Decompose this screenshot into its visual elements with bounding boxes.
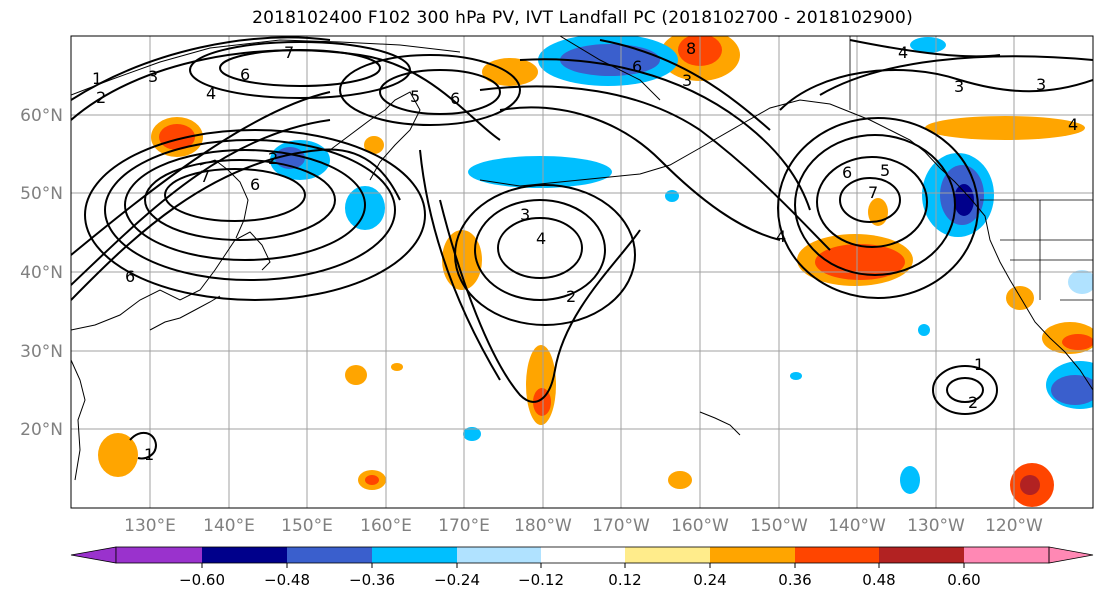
colorbar-bin: [625, 547, 710, 563]
contour-label: 5: [880, 161, 890, 180]
colorbar-tick: −0.12: [518, 571, 564, 589]
colorbar-bin: [202, 547, 287, 563]
contour-label: 4: [776, 227, 786, 246]
contour-label: 5: [410, 87, 420, 106]
contour-label: 2: [268, 149, 278, 168]
contour-label: 6: [250, 175, 260, 194]
contour-label: 2: [566, 287, 576, 306]
lon-label: 130°W: [907, 516, 965, 536]
colorbar-bin: [541, 547, 625, 563]
colorbar-bin: [710, 547, 795, 563]
colorbar-tick: −0.36: [349, 571, 395, 589]
colorbar-bin: [372, 547, 457, 563]
contour-label: 2: [96, 88, 106, 107]
colorbar-bin: [964, 547, 1049, 563]
contour-label: 4: [1068, 115, 1078, 134]
graticule: [71, 36, 1093, 508]
lon-label: 120°W: [985, 516, 1043, 536]
colorbar-tick: −0.24: [434, 571, 480, 589]
lon-label: 130°E: [124, 516, 176, 536]
contour-label: 6: [632, 57, 642, 76]
contour-label: 6: [125, 267, 135, 286]
colorbar-bin: [116, 547, 202, 563]
contour-label: 4: [206, 84, 216, 103]
contour-label: 7: [200, 167, 210, 186]
contour-label: 1: [974, 355, 984, 374]
lon-label: 140°W: [828, 516, 886, 536]
contour-label: 1: [92, 69, 102, 88]
colorbar-bin: [457, 547, 541, 563]
colorbar-tick: 0.24: [693, 571, 726, 589]
colorbar-frame: [115, 546, 1050, 564]
lat-label: 20°N: [20, 420, 63, 440]
coastlines: [71, 36, 1093, 481]
lon-label: 150°W: [750, 516, 808, 536]
contour-label: 1: [144, 445, 154, 464]
contour-label: 8: [686, 39, 696, 58]
lon-label: 160°E: [360, 516, 412, 536]
contour-label: 6: [240, 65, 250, 84]
borders: [849, 36, 1093, 301]
lon-label: 170°W: [592, 516, 650, 536]
colorbar-tick: −0.60: [179, 571, 225, 589]
map-title: 2018102400 F102 300 hPa PV, IVT Landfall…: [252, 8, 913, 28]
colorbar-bin: [795, 547, 879, 563]
contour-label: 3: [682, 71, 692, 90]
lon-label: 160°W: [671, 516, 729, 536]
latitude-labels: 60°N 50°N 40°N 30°N 20°N: [20, 106, 63, 440]
contour-labels: 1 2 3 4 6 7 5 6 7 6 2 6 3 4 2 6 3 8 4 6 …: [92, 39, 1078, 464]
colorbar-bin: [287, 547, 372, 563]
colorbar-tick: 0.36: [778, 571, 811, 589]
colorbar-tick: 0.12: [608, 571, 641, 589]
lat-label: 60°N: [20, 106, 63, 126]
lon-label: 140°E: [203, 516, 255, 536]
colorbar-bin: [879, 547, 964, 563]
contour-label: 3: [954, 77, 964, 96]
colorbar-extend-high: [1048, 546, 1094, 564]
contour-label: 4: [898, 43, 908, 62]
lon-label: 170°E: [438, 516, 490, 536]
colorbar-tick: −0.48: [264, 571, 310, 589]
contour-label: 3: [520, 205, 530, 224]
lon-label: 150°E: [281, 516, 333, 536]
contour-label: 3: [1036, 75, 1046, 94]
contour-label: 7: [284, 43, 294, 62]
plot-frame: [70, 35, 1094, 509]
pv-contours: [71, 36, 1093, 460]
contour-label: 4: [536, 229, 546, 248]
colorbar: −0.60 −0.48 −0.36 −0.24 −0.12 0.12 0.24 …: [70, 546, 1094, 589]
colorbar-extend-low: [70, 546, 117, 564]
contour-label: 6: [842, 163, 852, 182]
contour-label: 3: [148, 67, 158, 86]
lat-label: 40°N: [20, 263, 63, 283]
longitude-labels: 130°E 140°E 150°E 160°E 170°E 180°W 170°…: [124, 516, 1043, 536]
colorbar-tick: 0.48: [862, 571, 895, 589]
lon-label: 180°W: [514, 516, 572, 536]
lat-label: 30°N: [20, 342, 63, 362]
contour-label: 7: [868, 183, 878, 202]
lat-label: 50°N: [20, 184, 63, 204]
contour-label: 6: [450, 89, 460, 108]
contour-label: 2: [968, 393, 978, 412]
colorbar-tick: 0.60: [947, 571, 980, 589]
